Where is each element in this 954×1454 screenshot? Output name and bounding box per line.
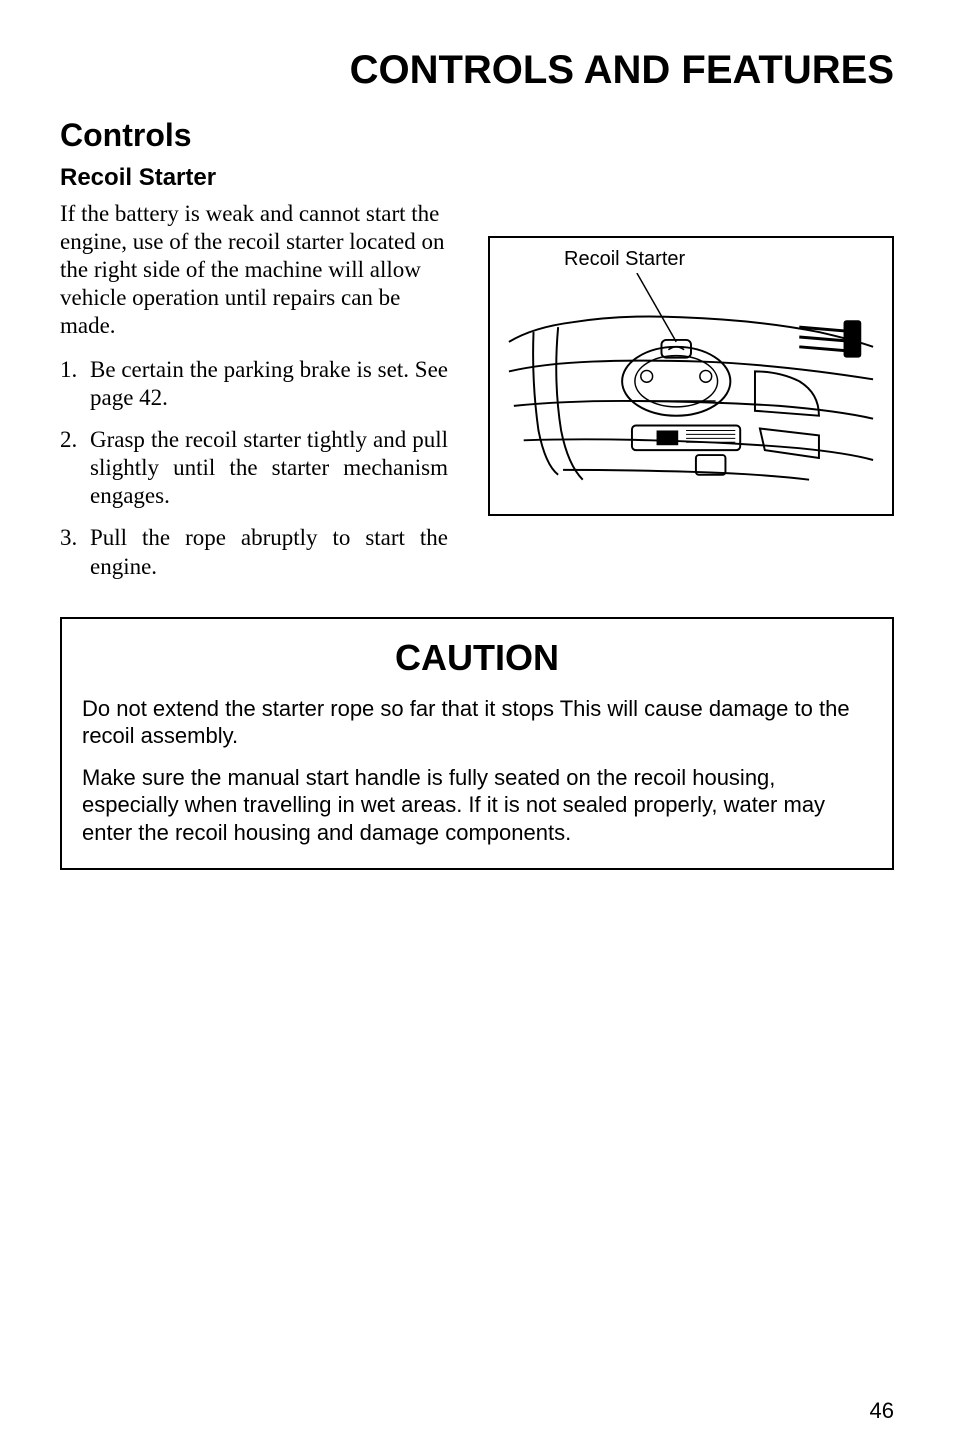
section-title: Controls [60, 117, 894, 154]
step-item: 3. Pull the rope abruptly to start the e… [60, 524, 448, 580]
caution-box: CAUTION Do not extend the starter rope s… [60, 617, 894, 871]
step-text: Pull the rope abruptly to start the engi… [90, 524, 448, 580]
page-title: CONTROLS AND FEATURES [60, 48, 894, 93]
caution-title: CAUTION [82, 637, 872, 679]
caution-paragraph: Make sure the manual start handle is ful… [82, 764, 872, 847]
caution-paragraph: Do not extend the starter rope so far th… [82, 695, 872, 750]
step-item: 2. Grasp the recoil starter tightly and … [60, 426, 448, 510]
subsection-title: Recoil Starter [60, 164, 894, 192]
two-column-layout: If the battery is weak and cannot start … [60, 200, 894, 595]
left-column: If the battery is weak and cannot start … [60, 200, 448, 595]
step-number: 1. [60, 356, 90, 412]
steps-list: 1. Be certain the parking brake is set. … [60, 356, 448, 580]
step-number: 2. [60, 426, 90, 510]
step-text: Grasp the recoil starter tightly and pul… [90, 426, 448, 510]
recoil-starter-diagram [504, 273, 878, 499]
figure-label: Recoil Starter [564, 248, 878, 271]
step-text: Be certain the parking brake is set. See… [90, 356, 448, 412]
step-number: 3. [60, 524, 90, 580]
figure-box: Recoil Starter [488, 236, 894, 516]
intro-paragraph: If the battery is weak and cannot start … [60, 200, 448, 340]
page-number: 46 [870, 1398, 894, 1424]
step-item: 1. Be certain the parking brake is set. … [60, 356, 448, 412]
